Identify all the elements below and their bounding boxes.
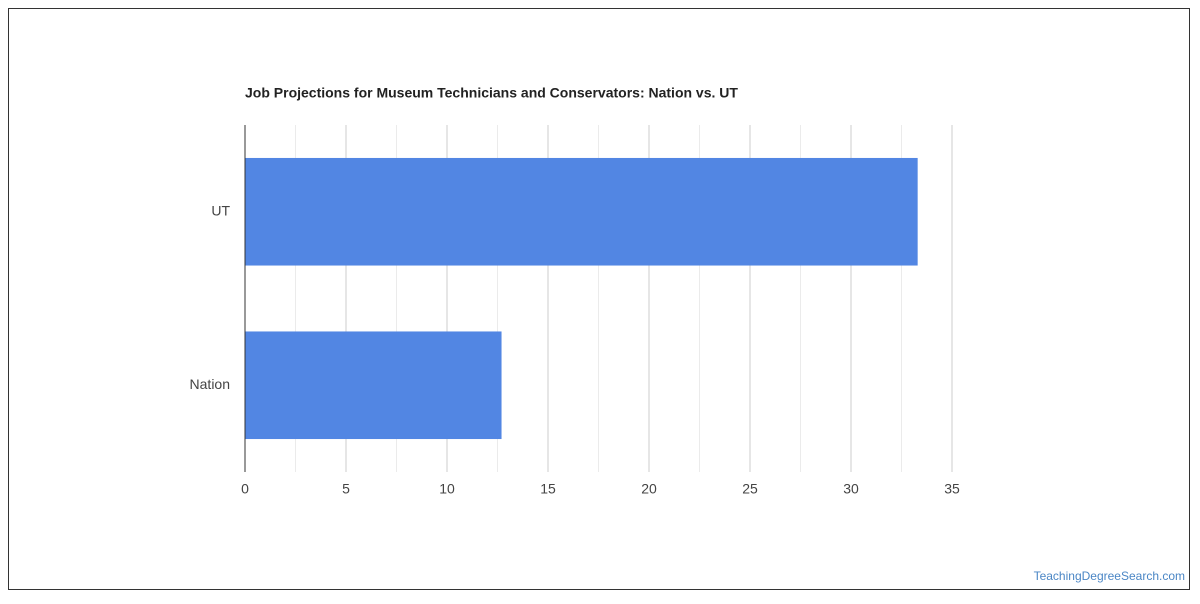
chart-title: Job Projections for Museum Technicians a… [245, 85, 738, 101]
x-tick-label: 10 [439, 481, 455, 497]
source-link[interactable]: TeachingDegreeSearch.com [1034, 569, 1185, 583]
x-tick-label: 15 [540, 481, 556, 497]
x-tick-label: 5 [342, 481, 350, 497]
y-tick-label: UT [211, 202, 230, 218]
x-tick-label: 35 [944, 481, 960, 497]
y-tick-label: Nation [190, 376, 230, 392]
x-tick-label: 0 [241, 481, 249, 497]
bar [245, 331, 502, 440]
bar [245, 157, 918, 266]
x-tick-label: 30 [843, 481, 859, 497]
x-tick-label: 20 [641, 481, 657, 497]
x-tick-label: 25 [742, 481, 758, 497]
